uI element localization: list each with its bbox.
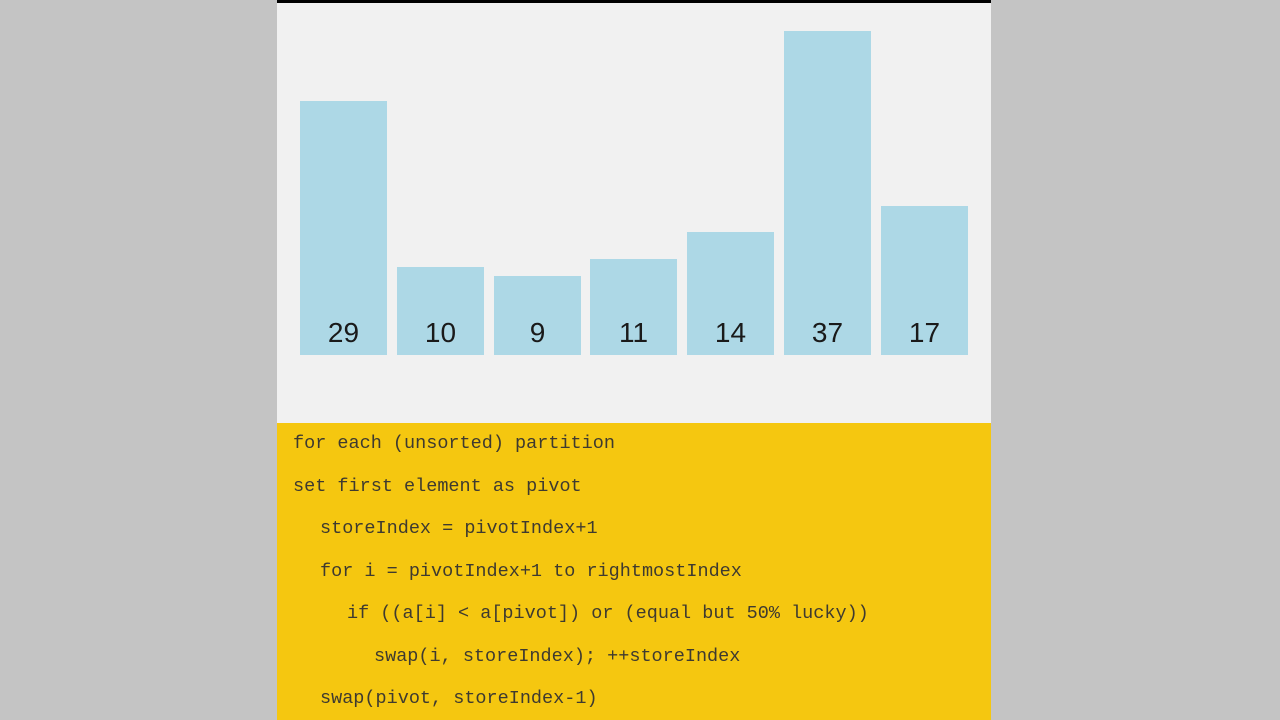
array-bar [494,276,581,355]
pseudocode-line: for each (unsorted) partition [293,433,615,454]
pseudocode-line: storeIndex = pivotIndex+1 [320,518,598,539]
bar-value-label: 37 [811,317,844,348]
top-border [277,0,991,3]
bar-value-label: 10 [424,317,457,348]
array-bar [784,31,871,355]
bars-area: 29 10 9 11 14 37 17 [277,3,991,423]
pseudocode-line: set first element as pivot [293,475,582,497]
pseudocode-line: for i = pivotIndex+1 to rightmostIndex [320,560,742,582]
array-bar [590,259,677,355]
pseudocode-line: swap(i, storeIndex); ++storeIndex [374,645,741,667]
array-bar [397,267,484,355]
bar-value-label: 9 [529,317,546,348]
sorting-visualization-panel: 29 10 9 11 14 37 17 for each (unsorted) partit… [277,0,991,720]
bar-value-label: 29 [327,317,360,348]
bar-value-label: 17 [908,317,941,348]
array-bar [687,232,774,355]
array-bar [881,206,968,355]
pseudocode-line: swap(pivot, storeIndex-1) [320,688,598,709]
array-bar [300,101,387,355]
pseudocode-panel: for each (unsorted) partition set first e… [277,423,991,720]
bar-value-label: 11 [618,317,649,348]
bar-value-label: 14 [714,317,747,348]
pseudocode-line: if ((a[i] < a[pivot]) or (equal but 50% … [347,603,869,624]
